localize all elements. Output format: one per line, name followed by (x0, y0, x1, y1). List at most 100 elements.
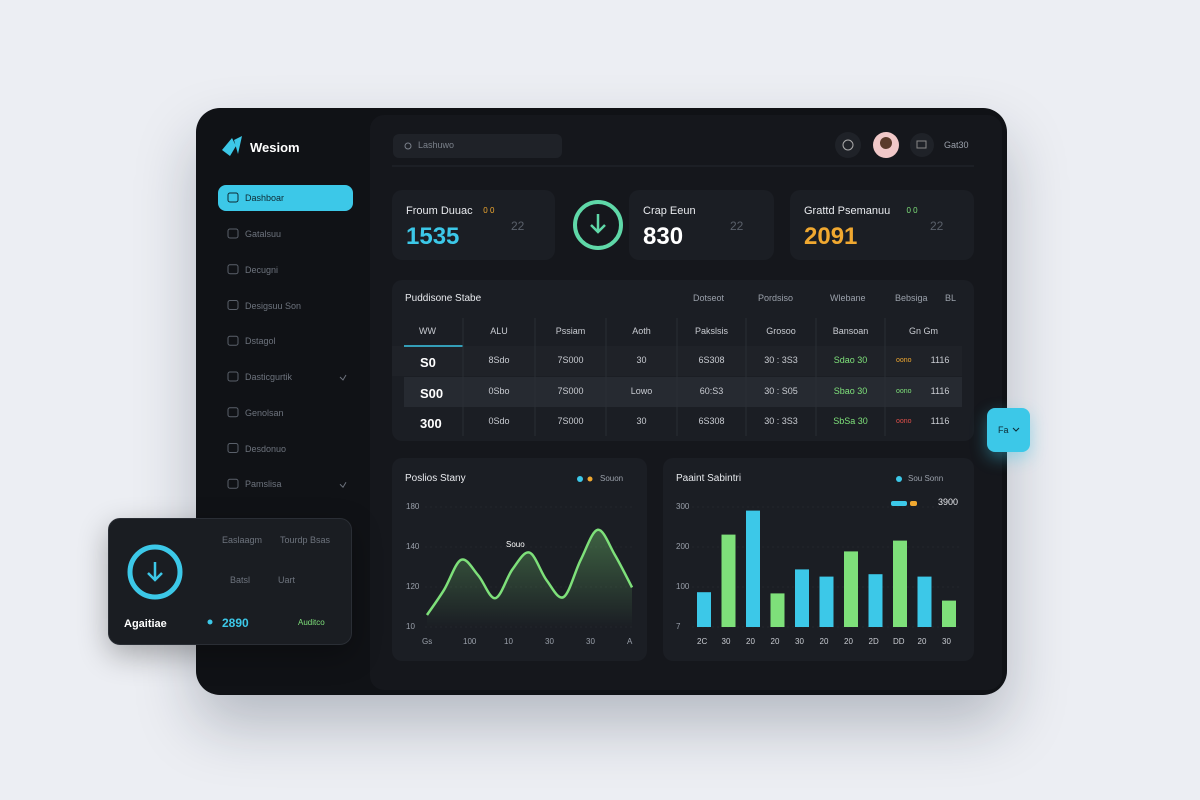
table-header: Pakslsis (694, 326, 728, 336)
table-cell: 6S308 (698, 355, 725, 365)
nav-item[interactable]: Genolsan (245, 407, 284, 418)
table-cell: 0Sdo (488, 416, 510, 426)
y-tick-label: 180 (406, 502, 420, 511)
table-cell: 7S000 (557, 416, 584, 426)
x-tick-label: 2D (868, 637, 879, 646)
table-cell: 30 : 3S3 (764, 416, 798, 426)
nav-item[interactable]: Dashboar (245, 193, 285, 203)
kpi-badge: 22 (930, 219, 944, 233)
nav-item[interactable]: Desigsuu Son (245, 300, 302, 311)
nav-item[interactable]: Desdonuo (245, 443, 287, 454)
table-cell: 7S000 (557, 386, 584, 396)
y-tick-label: 140 (406, 542, 420, 551)
floating-button[interactable] (987, 408, 1030, 452)
x-tick-label: A (627, 637, 633, 646)
y-tick-label: 120 (406, 582, 420, 591)
table-header: Grosoo (766, 326, 796, 336)
brand: Wesiom (250, 140, 300, 155)
widget-label: Tourdp Bsas (280, 535, 331, 545)
x-tick-label: 10 (504, 637, 513, 646)
table-cell: 300 (420, 416, 442, 431)
table-tab[interactable]: Pordsiso (758, 293, 794, 303)
y-tick-label: 300 (676, 502, 690, 511)
kpi-card (629, 190, 774, 260)
table-cell: 60:S3 (699, 386, 724, 396)
y-tick-label: 10 (406, 622, 415, 631)
legend: Sou Sonn (908, 474, 944, 483)
table-cell: Sbao 30 (833, 386, 868, 396)
x-tick-label: 30 (721, 637, 731, 646)
nav-item[interactable]: Decugni (245, 264, 279, 275)
widget-label: Batsl (230, 575, 251, 585)
status-badge: oono (896, 357, 912, 364)
table-header: Aoth (632, 326, 651, 336)
nav-item[interactable]: Dasticgurtik (245, 372, 293, 382)
y-tick-label: 100 (676, 582, 690, 591)
x-tick-label: 20 (746, 637, 755, 646)
table-tab[interactable]: Wlebane (830, 293, 866, 303)
kpi-badge: 22 (730, 219, 744, 233)
nav-item[interactable]: Gatalsuu (245, 229, 282, 239)
table-tab[interactable]: BL (945, 293, 957, 303)
table-cell: Sdao 30 (833, 355, 868, 365)
table-cell: Lowo (630, 386, 653, 396)
nav-item[interactable]: Dstagol (245, 336, 276, 347)
button-label: Fa (998, 425, 1009, 435)
kpi-label: Froum Duuac (406, 205, 473, 217)
widget-title: Agaitiae (124, 618, 167, 630)
search-box[interactable] (393, 134, 562, 158)
kpi-label: Grattd Psemanuu (804, 205, 891, 217)
table-cell: 30 : 3S3 (764, 355, 798, 365)
search: Lashuwo (418, 140, 455, 150)
table-tab[interactable]: Bebsiga (895, 293, 928, 303)
table-row-bg (404, 377, 962, 407)
kpi-tag: 0 0 (483, 206, 495, 215)
widget-tag: Auditco (298, 618, 325, 627)
table-cell: 1116 (930, 386, 950, 396)
table-cell: 1116 (930, 416, 950, 426)
kpi-label: Crap Eeun (643, 205, 696, 217)
status-badge: oono (896, 388, 912, 395)
table-cell: 8Sdo (488, 355, 510, 365)
x-tick-label: 100 (463, 637, 477, 646)
table-title: Puddisone Stabe (405, 293, 482, 304)
table-header: WW (419, 326, 436, 336)
table-cell: 7S000 (557, 355, 584, 365)
table-cell: 6S308 (698, 416, 725, 426)
table-tab[interactable]: Dotseot (693, 293, 725, 303)
table-header: Gn Gm (908, 326, 938, 336)
table-cell: 30 (636, 355, 647, 365)
x-tick-label: 20 (917, 637, 927, 646)
chart-title: Paaint Sabintri (676, 473, 742, 484)
kpi-value: 2091 (804, 223, 858, 250)
y-tick-label: 7 (676, 622, 681, 631)
table-cell: SbSa 30 (833, 416, 868, 426)
x-tick-label: 20 (844, 637, 853, 646)
kpi-tag: 0 0 (906, 206, 918, 215)
widget-label: Easlaagm (222, 535, 263, 545)
table-cell: 30 (636, 416, 647, 426)
chart-title: Poslios Stany (405, 473, 466, 484)
table-header: Bansoan (832, 326, 869, 336)
x-tick-label: DD (893, 637, 905, 646)
table-cell: S0 (420, 355, 436, 370)
kpi-value: 1535 (406, 223, 460, 250)
y-tick-label: 200 (676, 542, 690, 551)
line-card (392, 458, 647, 661)
table-cell: S00 (420, 386, 444, 401)
x-tick-label: Gs (422, 637, 433, 646)
x-tick-label: 30 (545, 637, 554, 646)
nav-item[interactable]: Pamslisa (245, 479, 282, 490)
kpi-badge: 22 (511, 219, 525, 233)
status-badge: oono (896, 418, 912, 425)
user: Gat30 (944, 140, 969, 150)
widget-value: 2890 (222, 616, 249, 630)
x-tick-label: 30 (586, 637, 595, 646)
nav-active[interactable] (218, 185, 353, 211)
bar-card (663, 458, 974, 661)
legend: Souon (600, 474, 624, 483)
table-header: ALU (490, 326, 508, 336)
widget-label: Uart (278, 575, 296, 585)
table-cell: 0Sbo (488, 386, 510, 396)
